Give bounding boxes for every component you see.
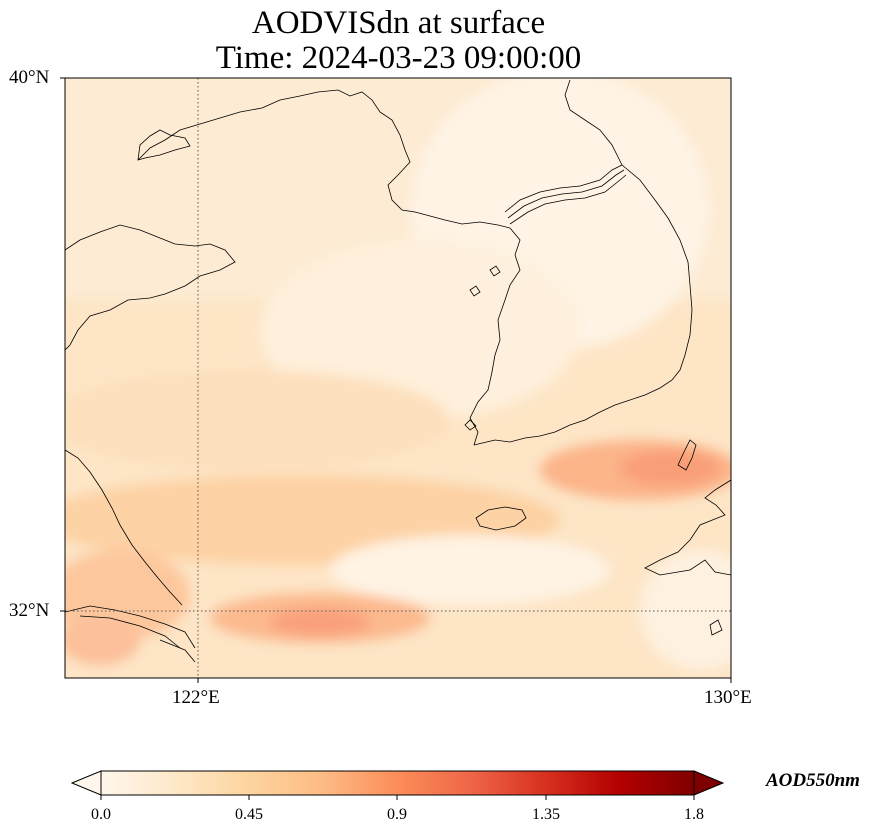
- colorbar-label: AOD550nm: [766, 770, 860, 791]
- lon-tick-label-122e: 122°E: [172, 687, 220, 708]
- lat-tick-label-32n: 32°N: [9, 600, 50, 621]
- lat-tick-label-40n: 40°N: [9, 67, 50, 88]
- aod-field: [65, 78, 731, 678]
- colorbar-max-extension: [693, 770, 725, 796]
- gridlines: [65, 78, 731, 678]
- coastlines: [65, 79, 731, 663]
- title-time: Time: 2024-03-23 09:00:00: [215, 40, 582, 76]
- colorbar-tick-0: 0.0: [91, 806, 111, 823]
- colorbar-tick-1: 0.45: [235, 806, 263, 823]
- axis-ticks: [60, 77, 732, 683]
- colorbar-min-extension: [70, 770, 102, 796]
- colorbar-tick-2: 0.9: [387, 806, 407, 823]
- colorbar-ramp: [101, 771, 694, 795]
- plot-frame: [64, 77, 732, 679]
- title-variable: AODVISdn at surface: [251, 5, 546, 41]
- colorbar-tick-3: 1.35: [532, 806, 560, 823]
- colorbar: [70, 770, 725, 800]
- lon-tick-label-130e: 130°E: [704, 687, 752, 708]
- colorbar-tick-4: 1.8: [684, 806, 704, 823]
